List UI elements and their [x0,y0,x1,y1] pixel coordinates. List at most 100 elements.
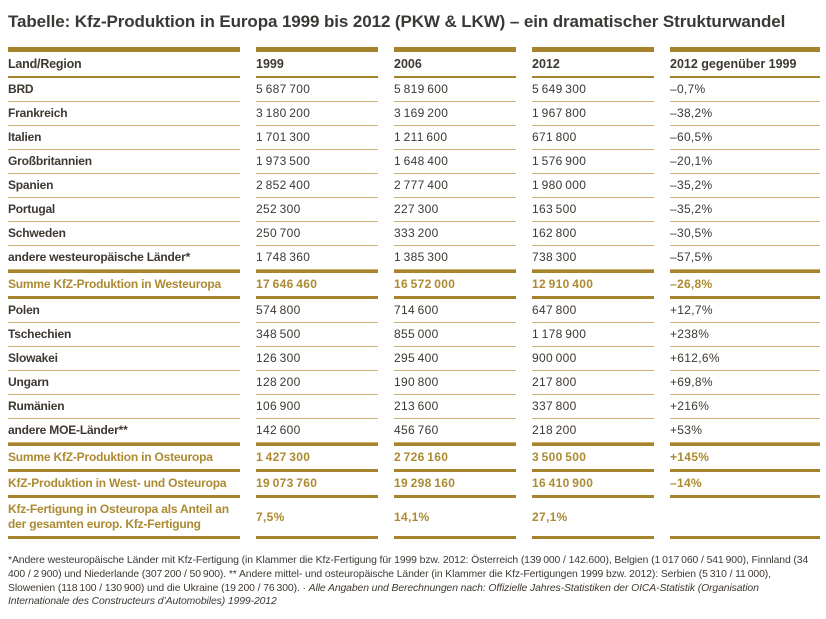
cell-2012: 1 178 900 [532,323,654,347]
cell-change-2012-vs-1999: –35,2% [670,198,820,222]
cell-change-2012-vs-1999: +69,8% [670,371,820,395]
production-table: Land/Region 1999 2006 2012 2012 gegenübe… [8,47,820,539]
cell-1999: 142 600 [256,419,378,443]
cell-2006: 14,1% [394,498,516,539]
row-label: BRD [8,78,240,102]
cell-change-2012-vs-1999: –30,5% [670,222,820,246]
row-label: Ungarn [8,371,240,395]
footnote-text: *Andere westeuropäische Länder mit Kfz-F… [8,555,811,594]
cell-1999: 126 300 [256,347,378,371]
column-header-land-region: Land/Region [8,47,240,78]
cell-change-2012-vs-1999: –35,2% [670,174,820,198]
cell-2012: 1 980 000 [532,174,654,198]
cell-2012: 163 500 [532,198,654,222]
cell-2006: 227 300 [394,198,516,222]
cell-2006: 190 800 [394,371,516,395]
column-header-2006: 2006 [394,47,516,78]
cell-2012: 900 000 [532,347,654,371]
cell-2012: 5 649 300 [532,78,654,102]
row-label: andere MOE-Länder** [8,419,240,443]
cell-2006: 456 760 [394,419,516,443]
cell-2012: 337 800 [532,395,654,419]
row-label: Italien [8,126,240,150]
cell-1999: 5 687 700 [256,78,378,102]
row-label: KfZ-Produktion in West- und Osteuropa [8,472,240,498]
row-label: Rumänien [8,395,240,419]
cell-2012: 738 300 [532,246,654,270]
cell-2012: 1 576 900 [532,150,654,174]
cell-1999: 7,5% [256,498,378,539]
cell-2006: 16 572 000 [394,270,516,299]
cell-1999: 1 973 500 [256,150,378,174]
cell-2006: 2 777 400 [394,174,516,198]
cell-2012: 162 800 [532,222,654,246]
cell-2006: 714 600 [394,299,516,323]
cell-change-2012-vs-1999: +145% [670,443,820,472]
cell-change-2012-vs-1999 [670,498,820,539]
cell-1999: 1 748 360 [256,246,378,270]
cell-change-2012-vs-1999: –0,7% [670,78,820,102]
row-label: Polen [8,299,240,323]
cell-change-2012-vs-1999: –57,5% [670,246,820,270]
cell-change-2012-vs-1999: +238% [670,323,820,347]
cell-2012: 671 800 [532,126,654,150]
cell-1999: 17 646 460 [256,270,378,299]
cell-2006: 855 000 [394,323,516,347]
cell-2012: 218 200 [532,419,654,443]
cell-2006: 1 385 300 [394,246,516,270]
cell-change-2012-vs-1999: +216% [670,395,820,419]
row-label: Portugal [8,198,240,222]
cell-1999: 128 200 [256,371,378,395]
cell-change-2012-vs-1999: –20,1% [670,150,820,174]
cell-change-2012-vs-1999: –14% [670,472,820,498]
row-label: Slowakei [8,347,240,371]
row-label: Spanien [8,174,240,198]
footnote: *Andere westeuropäische Länder mit Kfz-F… [8,554,818,609]
cell-1999: 252 300 [256,198,378,222]
cell-1999: 2 852 400 [256,174,378,198]
cell-change-2012-vs-1999: +612,6% [670,347,820,371]
cell-2006: 5 819 600 [394,78,516,102]
cell-2006: 3 169 200 [394,102,516,126]
cell-1999: 19 073 760 [256,472,378,498]
cell-2012: 647 800 [532,299,654,323]
row-label: Summe KfZ-Produktion in Westeuropa [8,270,240,299]
cell-2006: 19 298 160 [394,472,516,498]
cell-2012: 3 500 500 [532,443,654,472]
cell-1999: 574 800 [256,299,378,323]
row-label: Summe KfZ-Produktion in Osteuropa [8,443,240,472]
cell-2012: 27,1% [532,498,654,539]
cell-2012: 1 967 800 [532,102,654,126]
cell-1999: 348 500 [256,323,378,347]
cell-2012: 12 910 400 [532,270,654,299]
cell-1999: 3 180 200 [256,102,378,126]
row-label: Frankreich [8,102,240,126]
cell-2012: 16 410 900 [532,472,654,498]
cell-2006: 1 648 400 [394,150,516,174]
row-label: Kfz-Fertigung in Osteuropa als Anteil an… [8,498,240,539]
cell-2006: 213 600 [394,395,516,419]
cell-2012: 217 800 [532,371,654,395]
cell-change-2012-vs-1999: –38,2% [670,102,820,126]
column-header-2012: 2012 [532,47,654,78]
row-label: Tschechien [8,323,240,347]
cell-change-2012-vs-1999: –60,5% [670,126,820,150]
cell-2006: 1 211 600 [394,126,516,150]
cell-2006: 2 726 160 [394,443,516,472]
cell-change-2012-vs-1999: –26,8% [670,270,820,299]
page-title: Tabelle: Kfz-Produktion in Europa 1999 b… [8,12,786,31]
row-label: Schweden [8,222,240,246]
cell-1999: 106 900 [256,395,378,419]
cell-1999: 250 700 [256,222,378,246]
cell-change-2012-vs-1999: +53% [670,419,820,443]
row-label: andere westeuropäische Länder* [8,246,240,270]
cell-1999: 1 427 300 [256,443,378,472]
cell-2006: 333 200 [394,222,516,246]
cell-1999: 1 701 300 [256,126,378,150]
cell-change-2012-vs-1999: +12,7% [670,299,820,323]
cell-2006: 295 400 [394,347,516,371]
row-label: Großbritannien [8,150,240,174]
column-header-2012-vs-1999: 2012 gegenüber 1999 [670,47,820,78]
column-header-1999: 1999 [256,47,378,78]
